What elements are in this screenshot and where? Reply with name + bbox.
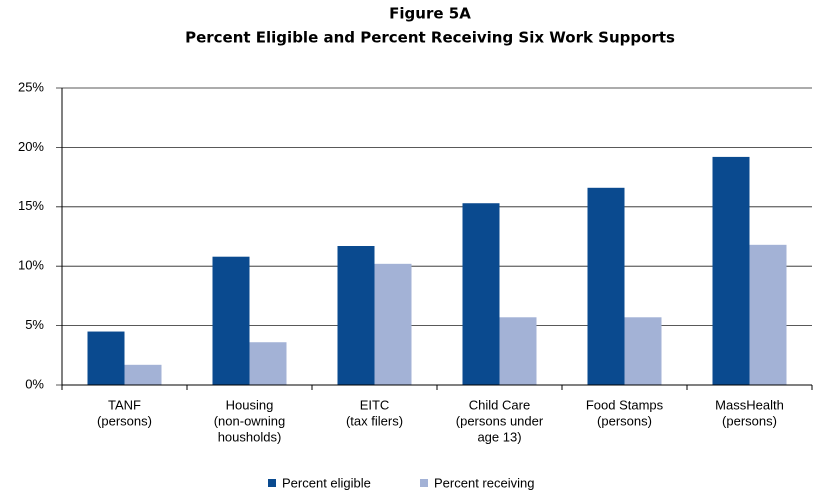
bar [249,342,287,385]
bar [374,263,412,385]
legend-swatch [420,479,428,487]
bar [587,187,625,385]
y-tick-label: 0% [25,376,44,391]
legend-label: Percent receiving [434,475,534,490]
bar [462,203,500,385]
x-tick-label: Housing [226,397,274,412]
bar [624,317,662,385]
bar [712,156,750,385]
y-tick-label: 15% [18,198,44,213]
chart-subtitle: Percent Eligible and Percent Receiving S… [185,29,675,47]
y-tick-label: 20% [18,139,44,154]
x-tick-label: (tax filers) [346,413,403,428]
x-tick-label: housholds) [218,429,282,444]
bar [749,244,787,385]
y-tick-label: 25% [18,79,44,94]
bar [499,317,537,385]
x-tick-label: Child Care [469,397,530,412]
chart-title: Figure 5A [389,5,471,23]
bar [337,246,375,385]
x-tick-label: TANF [108,397,141,412]
y-tick-label: 10% [18,258,44,273]
x-tick-label: (persons) [97,413,152,428]
x-tick-label: EITC [360,397,390,412]
bar [124,364,162,385]
x-tick-label: MassHealth [715,397,784,412]
legend-label: Percent eligible [282,475,371,490]
legend-swatch [268,479,276,487]
x-tick-label: Food Stamps [586,397,664,412]
x-tick-label: (non-owning [214,413,286,428]
bar [212,256,250,385]
x-tick-label: age 13) [477,429,521,444]
x-tick-label: (persons under [456,413,544,428]
bar [87,331,125,385]
y-tick-label: 5% [25,317,44,332]
x-tick-label: (persons) [597,413,652,428]
x-tick-label: (persons) [722,413,777,428]
